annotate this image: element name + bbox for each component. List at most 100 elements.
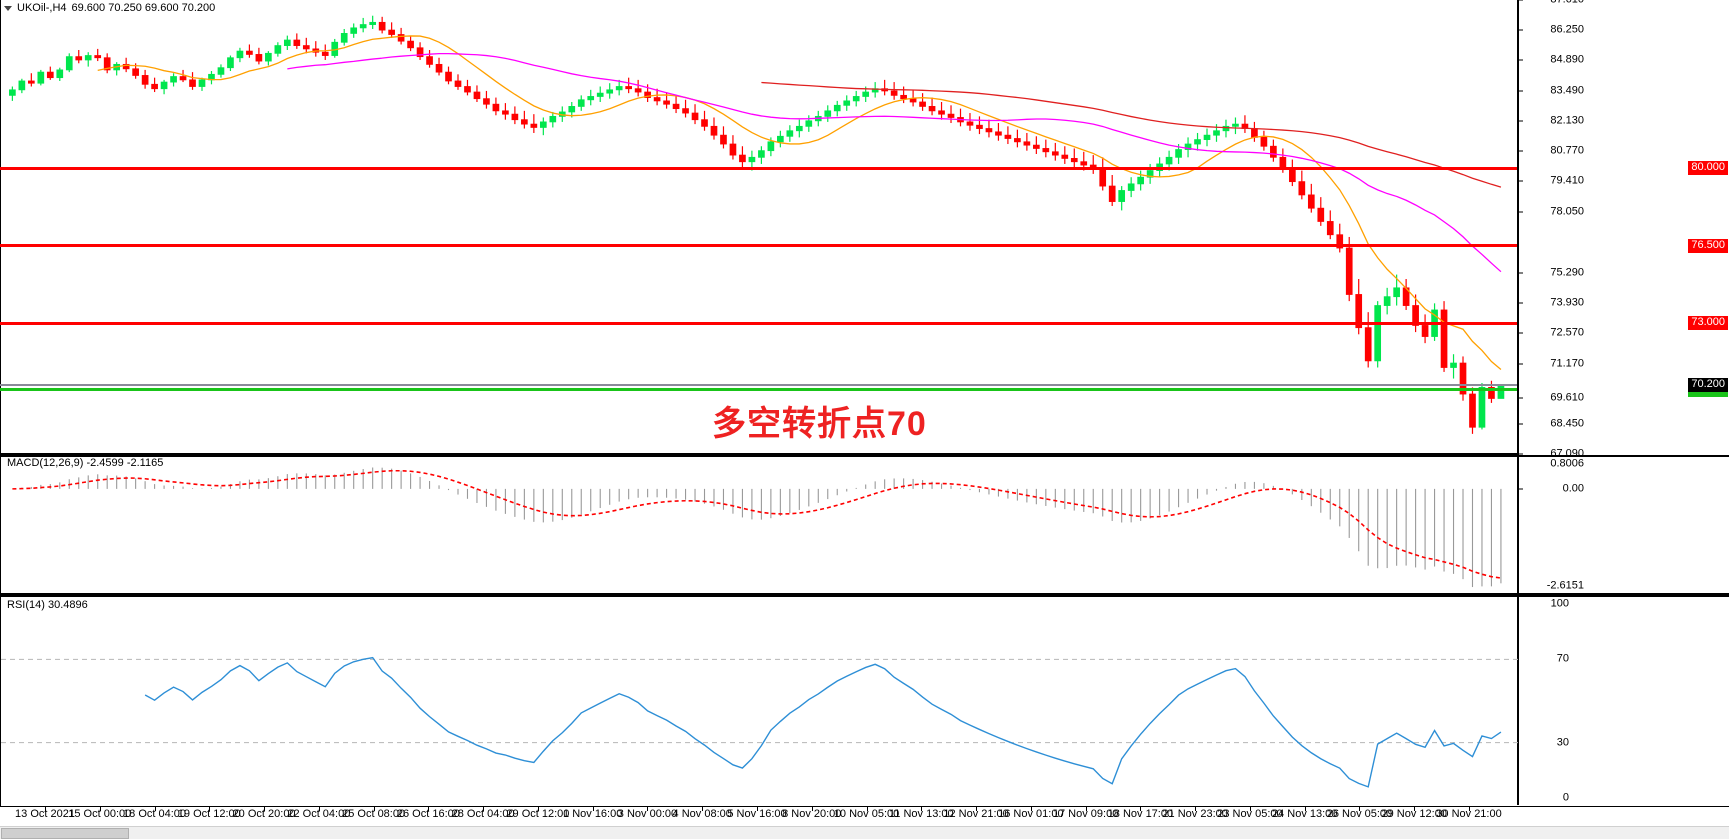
time-tick-mark <box>1414 807 1416 811</box>
time-tick-label: 15 Oct 00:00 <box>68 808 132 820</box>
price-tick-mark <box>1519 180 1523 182</box>
price-tick-mark <box>1519 453 1523 455</box>
price-tick-label: 84.890 <box>1550 53 1584 66</box>
time-axis[interactable]: 13 Oct 2021 15 Oct 00:00 18 Oct 04:00 19 Oc… <box>0 807 1729 829</box>
price-axis[interactable]: 80.00076.50073.00070.00070.20087.61086.2… <box>1517 0 1729 459</box>
time-tick-label: 11 Nov 13:00 <box>888 808 954 820</box>
scrollbar-thumb[interactable] <box>1 828 129 839</box>
triangle-down-icon[interactable] <box>4 5 12 11</box>
price-tick-label: 87.610 <box>1550 0 1584 6</box>
price-tick-mark <box>1519 0 1523 1</box>
price-level-tag: 76.500 <box>1688 238 1728 253</box>
last-price-tag: 70.200 <box>1688 378 1728 393</box>
rsi-plot <box>1 656 1518 788</box>
time-tick-mark <box>318 807 320 811</box>
time-tick-mark <box>373 807 375 811</box>
time-tick-mark <box>154 807 156 811</box>
price-tick-label: 80.770 <box>1550 144 1584 157</box>
time-tick-mark <box>1249 807 1251 811</box>
price-tick-mark <box>1519 120 1523 122</box>
time-tick-mark <box>428 807 430 811</box>
price-tick-label: 71.170 <box>1550 357 1584 370</box>
price-tick-label: 73.930 <box>1550 296 1584 309</box>
time-tick-label: 3 Nov 00:00 <box>617 808 678 820</box>
time-tick-label: 28 Oct 04:00 <box>451 808 515 820</box>
time-tick-label: 18 Nov 17:00 <box>1107 808 1174 820</box>
time-tick-label: 18 Oct 04:00 <box>123 808 187 820</box>
horizontal-scrollbar[interactable] <box>0 826 1729 839</box>
price-tick-mark <box>1519 332 1523 334</box>
rsi-axis[interactable]: 100 70 30 0 <box>1517 597 1729 805</box>
price-tick-mark <box>1519 272 1523 274</box>
time-tick-label: 20 Oct 20:00 <box>232 808 296 820</box>
time-tick-label: 30 Nov 21:00 <box>1436 808 1502 820</box>
price-level-tag: 73.000 <box>1688 316 1728 331</box>
price-tick-mark <box>1519 423 1523 425</box>
time-tick-label: 13 Oct 2021 <box>15 808 75 820</box>
price-tick-label: 75.290 <box>1550 266 1584 279</box>
time-tick-label: 4 Nov 08:00 <box>672 808 732 820</box>
rsi-tick-label: 0 <box>1562 791 1569 804</box>
price-tick-mark <box>1519 302 1523 304</box>
price-tick-mark <box>1519 59 1523 61</box>
time-tick-mark <box>1359 807 1361 811</box>
time-tick-mark <box>921 807 923 811</box>
rsi-tick-label: 70 <box>1556 652 1569 665</box>
time-tick-mark <box>592 807 594 811</box>
time-tick-label: 29 Nov 12:00 <box>1381 808 1447 820</box>
price-tick-label: 79.410 <box>1550 174 1584 187</box>
price-level-tag: 80.000 <box>1688 161 1728 176</box>
price-tick-label: 67.090 <box>1550 447 1584 460</box>
time-tick-label: 29 Oct 12:00 <box>506 808 570 820</box>
rsi-tick-label: 100 <box>1550 597 1569 610</box>
price-tick-label: 83.490 <box>1550 84 1584 97</box>
price-tick-label: 68.450 <box>1550 417 1584 430</box>
time-tick-mark <box>702 807 704 811</box>
time-tick-label: 17 Nov 09:00 <box>1052 808 1119 820</box>
time-tick-mark <box>537 807 539 811</box>
time-tick-mark <box>1140 807 1142 811</box>
time-tick-label: 26 Oct 16:00 <box>396 808 460 820</box>
time-tick-label: 1 Nov 16:00 <box>563 808 623 820</box>
price-tick-label: 72.570 <box>1550 326 1584 339</box>
price-tick-mark <box>1519 90 1523 92</box>
price-tick-label: 78.050 <box>1550 205 1584 217</box>
time-tick-label: 16 Nov 01:00 <box>998 808 1064 820</box>
macd-axis[interactable]: 0.8006 0.00 -2.6151 <box>1517 457 1729 593</box>
macd-tick-label: 0.00 <box>1562 482 1584 495</box>
rsi-tick-label: 30 <box>1556 736 1569 749</box>
price-tick-label: 69.610 <box>1550 391 1584 404</box>
price-tick-mark <box>1519 363 1523 365</box>
price-tick-mark <box>1519 397 1523 399</box>
time-tick-mark <box>45 807 46 811</box>
macd-pane[interactable] <box>0 455 1729 595</box>
macd-tick-mark <box>1519 488 1523 490</box>
time-tick-mark <box>1469 807 1470 811</box>
time-tick-mark <box>99 807 101 811</box>
time-tick-mark <box>976 807 978 811</box>
time-tick-mark <box>757 807 758 811</box>
price-tick-label: 86.250 <box>1550 23 1584 36</box>
price-tick-label: 82.130 <box>1550 114 1584 127</box>
time-tick-label: 12 Nov 21:00 <box>943 808 1009 820</box>
time-tick-mark <box>811 807 813 811</box>
time-tick-mark <box>1030 807 1032 811</box>
time-tick-mark <box>1195 807 1197 811</box>
symbol-timeframe-label: UKOil-,H4 <box>17 2 67 14</box>
macd-tick-label: 0.8006 <box>1550 457 1584 470</box>
macd-label: MACD(12,26,9) -2.4599 -2.1165 <box>5 457 166 469</box>
rsi-pane[interactable] <box>0 595 1729 807</box>
time-tick-mark <box>264 807 266 811</box>
time-tick-label: 23 Nov 05:00 <box>1217 808 1283 820</box>
time-tick-mark <box>647 807 649 811</box>
annotation-text: 多空转折点70 <box>712 405 927 443</box>
rsi-label: RSI(14) 30.4896 <box>5 599 90 611</box>
price-candles <box>9 15 1505 434</box>
symbol-title-bar[interactable]: UKOil-,H4 69.600 70.250 69.600 70.200 <box>0 0 424 16</box>
macd-tick-label: -2.6151 <box>1546 579 1584 592</box>
time-tick-mark <box>866 807 868 811</box>
price-tick-mark <box>1519 211 1523 212</box>
time-tick-label: 22 Oct 04:00 <box>287 808 351 820</box>
time-tick-mark <box>1085 807 1087 811</box>
time-tick-label: 25 Oct 08:00 <box>342 808 406 820</box>
